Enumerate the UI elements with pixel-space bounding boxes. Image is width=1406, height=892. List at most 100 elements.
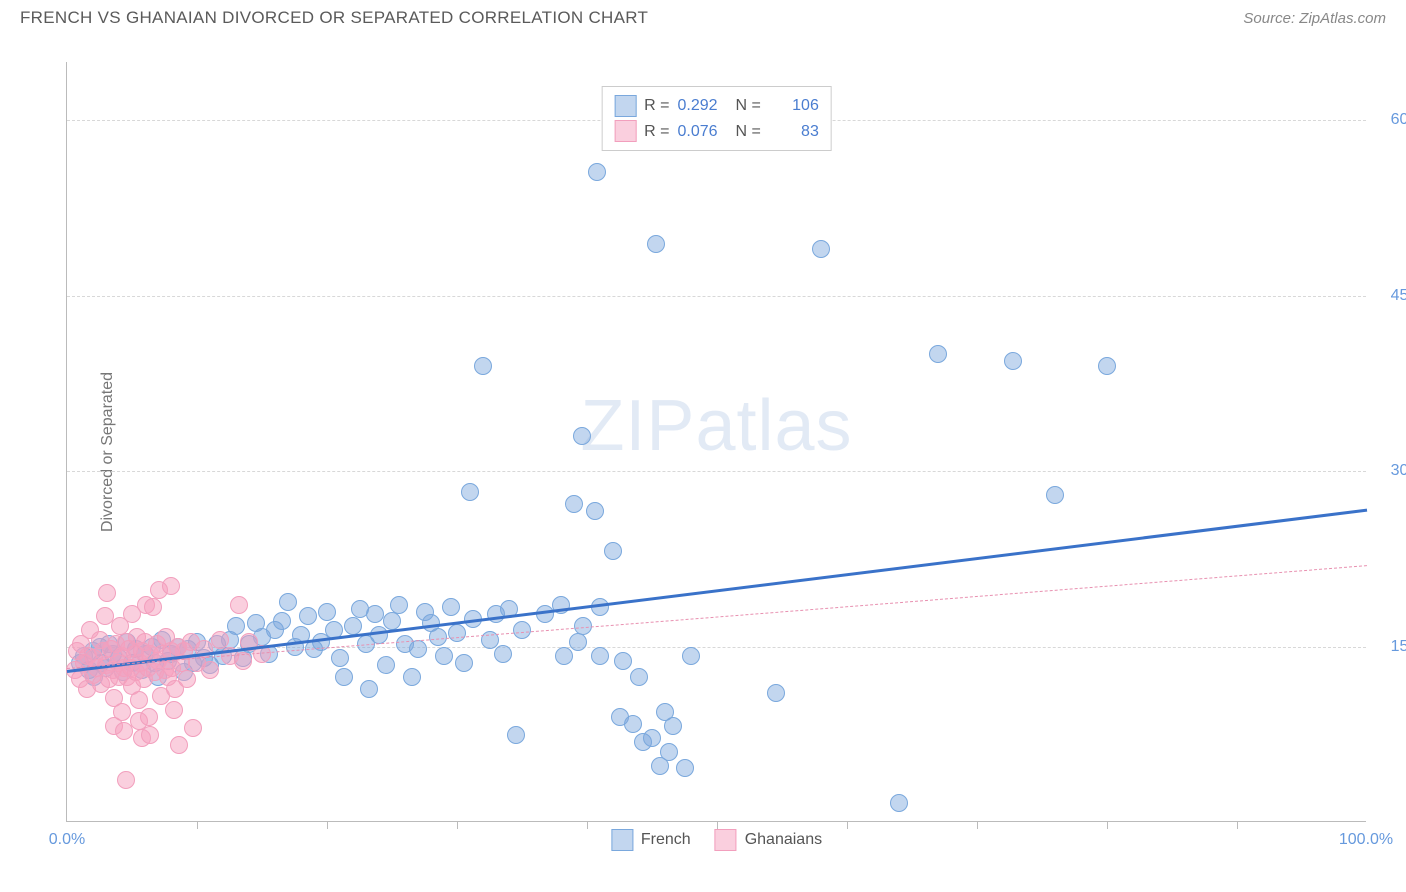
scatter-point <box>98 584 116 602</box>
legend-stats-row: R =0.076N =83 <box>614 119 819 145</box>
scatter-point <box>165 701 183 719</box>
legend-label: Ghanaians <box>745 831 822 849</box>
x-tick <box>327 821 328 829</box>
scatter-point <box>461 483 479 501</box>
scatter-point <box>403 668 421 686</box>
scatter-point <box>474 357 492 375</box>
y-tick-label: 45.0% <box>1376 287 1406 305</box>
scatter-point <box>890 794 908 812</box>
x-label-max: 100.0% <box>1339 831 1393 849</box>
legend-swatch <box>611 829 633 851</box>
scatter-point <box>604 542 622 560</box>
x-tick <box>197 821 198 829</box>
scatter-point <box>614 652 632 670</box>
legend-label: French <box>641 831 691 849</box>
y-tick-label: 15.0% <box>1376 638 1406 656</box>
scatter-point <box>184 719 202 737</box>
watermark: ZIPatlas <box>580 385 852 467</box>
scatter-point <box>113 703 131 721</box>
y-tick-label: 30.0% <box>1376 462 1406 480</box>
scatter-point <box>574 617 592 635</box>
scatter-point <box>442 598 460 616</box>
scatter-point <box>377 656 395 674</box>
scatter-point <box>227 617 245 635</box>
scatter-point <box>117 771 135 789</box>
chart-title: FRENCH VS GHANAIAN DIVORCED OR SEPARATED… <box>20 8 648 28</box>
x-tick <box>587 821 588 829</box>
chart-container: Divorced or Separated ZIPatlas 15.0%30.0… <box>20 42 1386 862</box>
x-tick <box>1107 821 1108 829</box>
x-tick <box>717 821 718 829</box>
legend-stats-row: R =0.292N =106 <box>614 93 819 119</box>
scatter-point <box>318 603 336 621</box>
scatter-point <box>664 717 682 735</box>
legend-swatch <box>715 829 737 851</box>
scatter-point <box>588 163 606 181</box>
scatter-point <box>494 645 512 663</box>
gridline-h <box>67 471 1366 472</box>
scatter-point <box>565 495 583 513</box>
scatter-point <box>682 647 700 665</box>
scatter-point <box>279 593 297 611</box>
scatter-point <box>555 647 573 665</box>
scatter-point <box>647 235 665 253</box>
scatter-point <box>630 668 648 686</box>
scatter-point <box>569 633 587 651</box>
scatter-point <box>1098 357 1116 375</box>
scatter-point <box>141 726 159 744</box>
scatter-point <box>299 607 317 625</box>
scatter-point <box>929 345 947 363</box>
scatter-point <box>1004 352 1022 370</box>
scatter-point <box>586 502 604 520</box>
scatter-point <box>170 736 188 754</box>
scatter-point <box>144 598 162 616</box>
y-tick-label: 60.0% <box>1376 111 1406 129</box>
scatter-point <box>344 617 362 635</box>
scatter-point <box>409 640 427 658</box>
scatter-point <box>390 596 408 614</box>
scatter-point <box>1046 486 1064 504</box>
scatter-point <box>201 661 219 679</box>
legend-swatch <box>614 95 636 117</box>
x-tick <box>977 821 978 829</box>
source-attribution: Source: ZipAtlas.com <box>1243 10 1386 27</box>
scatter-point <box>435 647 453 665</box>
scatter-point <box>591 647 609 665</box>
scatter-point <box>162 577 180 595</box>
legend-swatch <box>614 120 636 142</box>
gridline-h <box>67 296 1366 297</box>
scatter-point <box>767 684 785 702</box>
scatter-point <box>335 668 353 686</box>
legend-item: Ghanaians <box>715 829 822 851</box>
x-tick <box>847 821 848 829</box>
scatter-point <box>360 680 378 698</box>
x-tick <box>457 821 458 829</box>
x-label-min: 0.0% <box>49 831 85 849</box>
scatter-point <box>211 631 229 649</box>
chart-header: FRENCH VS GHANAIAN DIVORCED OR SEPARATED… <box>0 0 1406 32</box>
legend-stats: R =0.292N =106R =0.076N =83 <box>601 86 832 151</box>
scatter-point <box>676 759 694 777</box>
scatter-point <box>660 743 678 761</box>
x-tick <box>1237 821 1238 829</box>
scatter-point <box>455 654 473 672</box>
legend-item: French <box>611 829 691 851</box>
scatter-point <box>383 612 401 630</box>
scatter-point <box>366 605 384 623</box>
plot-area: ZIPatlas 15.0%30.0%45.0%60.0%0.0%100.0%R… <box>66 62 1366 822</box>
scatter-point <box>178 670 196 688</box>
scatter-point <box>513 621 531 639</box>
scatter-point <box>273 612 291 630</box>
scatter-point <box>643 729 661 747</box>
scatter-point <box>624 715 642 733</box>
trend-line <box>67 509 1367 673</box>
scatter-point <box>573 427 591 445</box>
scatter-point <box>507 726 525 744</box>
scatter-point <box>140 708 158 726</box>
scatter-point <box>230 596 248 614</box>
legend-series: French Ghanaians <box>611 829 822 851</box>
scatter-point <box>448 624 466 642</box>
scatter-point <box>130 691 148 709</box>
scatter-point <box>331 649 349 667</box>
scatter-point <box>812 240 830 258</box>
